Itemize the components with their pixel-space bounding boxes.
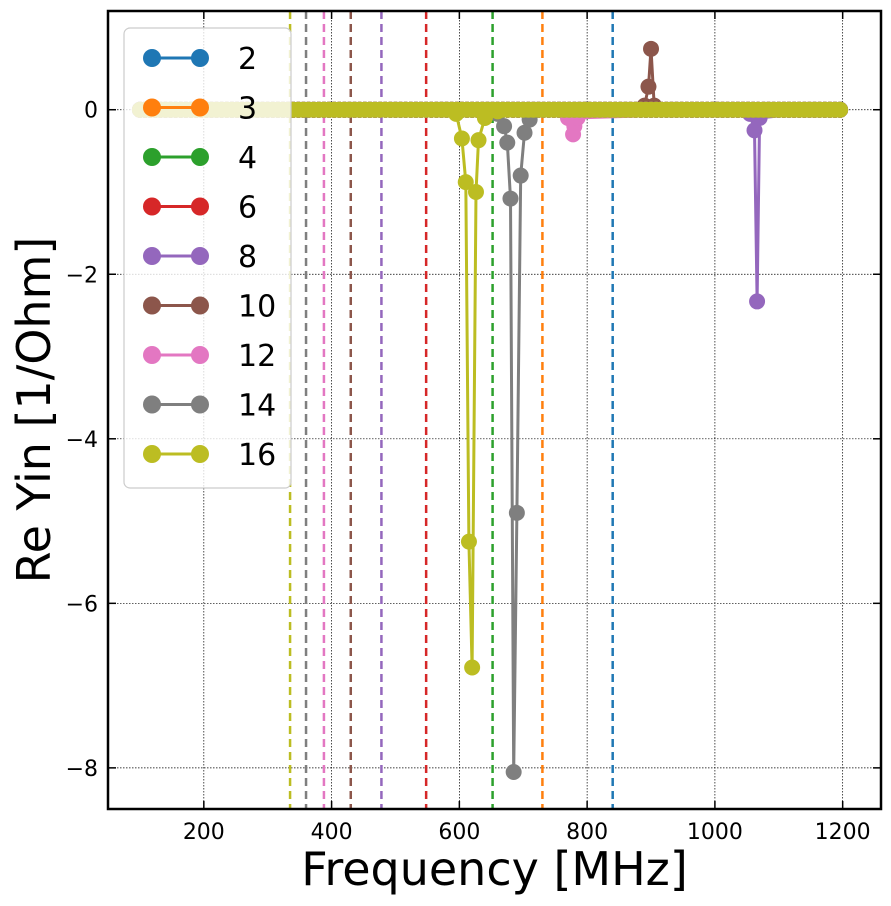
data-point	[516, 124, 533, 141]
legend-entry: 6	[143, 191, 257, 226]
y-tick-label: −8	[66, 757, 98, 782]
x-tick-label: 400	[311, 820, 353, 845]
x-tick-label: 600	[438, 820, 480, 845]
legend-entry: 8	[143, 240, 257, 275]
y-axis-label: Re Yin [1/Ohm]	[7, 237, 61, 584]
legend-label: 12	[238, 339, 276, 374]
legend-marker	[143, 49, 161, 67]
legend-entry: 12	[143, 339, 276, 374]
data-point	[832, 101, 849, 118]
legend-marker	[191, 197, 209, 216]
data-point	[457, 174, 474, 191]
legend-marker	[191, 49, 209, 67]
data-point	[505, 763, 522, 780]
legend-label: 6	[238, 191, 257, 226]
legend-label: 4	[238, 141, 257, 176]
x-tick-label: 1000	[687, 820, 743, 845]
legend-label: 2	[238, 42, 257, 77]
data-point	[470, 132, 487, 149]
legend-marker	[191, 445, 209, 463]
plot-frame	[106, 9, 883, 811]
legend-marker	[191, 296, 209, 315]
data-point	[464, 659, 481, 676]
legend: 2 3 4 6 8 10 12 14 16	[123, 27, 292, 489]
data-point	[496, 118, 513, 135]
legend-marker	[143, 346, 161, 364]
legend-entry: 4	[143, 141, 257, 176]
y-tick-label: 0	[84, 99, 98, 124]
y-tick-label: −2	[66, 263, 98, 288]
legend-marker	[191, 98, 209, 117]
legend-marker	[143, 296, 161, 315]
legend-label: 14	[238, 389, 276, 424]
data-point	[489, 103, 506, 120]
data-point	[476, 109, 493, 126]
legend-entry: 10	[143, 290, 276, 325]
data-point	[499, 134, 516, 151]
legend-marker	[143, 148, 161, 166]
x-axis-label: Frequency [MHz]	[301, 842, 688, 896]
data-point	[502, 190, 519, 207]
data-point	[640, 78, 657, 95]
legend-marker	[143, 395, 161, 414]
legend-marker	[143, 247, 161, 265]
legend-marker	[191, 346, 209, 364]
reference-lines	[288, 11, 614, 809]
x-tick-label: 200	[183, 820, 225, 845]
legend-label: 10	[238, 290, 276, 325]
legend-marker	[143, 197, 161, 216]
legend-marker	[191, 395, 209, 414]
axis-ticks: 200 400 600 800 1000 1200 −8 −6 −4 −2 0	[66, 11, 881, 845]
legend-entry: 3	[143, 92, 257, 127]
y-tick-label: −4	[66, 428, 98, 453]
legend-label: 8	[238, 240, 257, 275]
legend-label: 3	[238, 92, 257, 127]
data-point	[467, 183, 484, 200]
legend-label: 16	[238, 438, 276, 473]
legend-marker	[191, 247, 209, 265]
x-tick-label: 800	[566, 820, 608, 845]
data-point	[508, 504, 525, 521]
data-point	[643, 40, 660, 57]
data-point	[749, 293, 766, 310]
legend-marker	[143, 98, 161, 117]
legend-entry: 2	[143, 42, 257, 77]
y-tick-label: −6	[66, 592, 98, 617]
legend-marker	[191, 148, 209, 166]
legend-entry: 14	[143, 389, 276, 424]
legend-marker	[143, 445, 161, 463]
legend-entry: 16	[143, 438, 276, 473]
data-point	[512, 167, 529, 184]
data-point	[453, 130, 470, 147]
data-point	[746, 122, 763, 139]
x-tick-label: 1200	[815, 820, 871, 845]
data-point	[448, 105, 465, 122]
data-point	[460, 533, 477, 550]
